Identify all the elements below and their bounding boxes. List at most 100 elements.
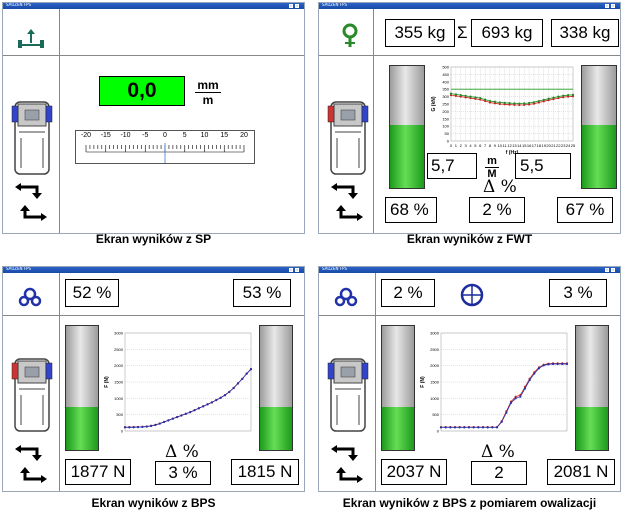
x-tick-label: 13 [512,143,517,148]
data-point [479,96,482,100]
data-point [128,426,131,429]
scale-tick-label: -20 [80,132,92,139]
data-point [477,426,480,429]
data-point [519,395,522,398]
y-tick-label: 1500 [114,380,124,385]
data-point [210,401,213,404]
window-titlebar: SAUZEN FPS [319,3,620,9]
data-point [484,98,487,101]
deviation-scale: -20 -15 -10 -5 0 5 10 15 20 [75,130,255,164]
data-point [167,419,170,422]
close-button[interactable] [611,268,615,272]
data-point [453,426,457,429]
pct-left-box: 2 % [381,279,435,307]
data-point [472,426,475,429]
ovalization-icon[interactable] [459,282,485,308]
close-button[interactable] [295,268,299,272]
weight-total-box: 693 kg [471,19,543,47]
x-tick-label: 8 [489,143,492,148]
cycle-arrows-icon[interactable] [331,445,363,483]
x-tick-label: 12 [507,143,512,148]
bps-oval-chart: 0 500 1000 1500 2000 2500 3000 F (N) [420,331,569,434]
data-point [145,425,148,428]
y-tick-label: 2500 [114,347,124,352]
data-point [241,377,244,381]
right-level-tank [581,65,617,189]
axle-icon[interactable] [17,29,45,49]
delta-label: Δ % [165,442,199,462]
data-point [523,102,526,105]
car-topview-icon [11,358,53,432]
y-tick-label: 100 [442,124,449,129]
bps-chart: 0 500 1000 1500 2000 2500 3000 F (N) [104,331,253,434]
data-point [491,426,494,429]
data-point [565,362,569,366]
scale-tick-label: 5 [182,132,187,139]
pct-mid-box: 3 % [155,461,211,485]
minimize-button[interactable] [289,4,293,8]
y-tick-label: 0 [121,429,124,434]
y-tick-label: 350 [442,87,449,92]
bps-screen: SAUZEN FPS 52 % 53 % 0 500 1000 1500 2000 250… [2,266,305,492]
x-tick-label: 23 [561,143,566,148]
window-titlebar: SAUZEN FPS [3,3,304,9]
minimize-button[interactable] [605,4,609,8]
y-tick-label: 1000 [430,396,440,401]
y-tick-label: 3000 [430,331,440,336]
series-line [441,363,567,428]
cycle-arrows-icon[interactable] [331,183,363,221]
data-point [547,363,550,366]
y-axis-label: F (N) [420,376,426,388]
y-tick-label: 500 [432,412,439,417]
cycle-arrows-icon[interactable] [15,183,47,221]
data-point [149,424,153,428]
deviation-display: 0,0 [99,76,185,106]
y-tick-label: 2500 [430,347,440,352]
right-level-tank [259,325,293,451]
x-tick-label: 11 [503,143,508,148]
car-topview-icon [11,101,53,175]
y-tick-label: 0 [447,139,450,144]
data-point [163,420,166,424]
pct-left-box: 52 % [65,279,119,307]
ratio-left-box: 5,7 [427,153,477,179]
unit-mm-per-m: mm m [195,78,221,107]
brake-icon[interactable] [18,287,42,307]
scale-tick-label: 0 [163,132,167,139]
y-tick-label: 500 [442,65,449,70]
x-tick-label: 4 [469,143,472,148]
data-point [542,364,545,367]
delta-label: Δ % [483,177,517,197]
data-point [215,399,218,402]
pct-left-box: 68 % [385,197,437,223]
cycle-arrows-icon[interactable] [15,445,47,483]
sigma-symbol: Σ [457,23,468,42]
car-topview-icon [327,358,369,432]
scale-tick-label: -15 [100,132,111,139]
data-point [537,367,541,370]
mid-value-box: 2 [471,461,527,485]
data-point [123,426,127,429]
caption-bps-oval: Ekran wyników z BPS z pomiarem owalizacj… [342,496,597,510]
minimize-button[interactable] [289,268,293,272]
close-button[interactable] [611,4,615,8]
spring-icon[interactable] [341,23,359,49]
x-tick-label: 7 [484,143,487,148]
data-point [505,411,508,414]
y-tick-label: 300 [442,94,449,99]
data-point [474,96,477,99]
x-tick-label: 22 [556,143,561,148]
data-point [523,387,527,390]
data-point [136,426,140,429]
data-point [500,420,503,423]
car-topview-icon [327,101,369,175]
minimize-button[interactable] [605,268,609,272]
data-point [488,99,492,103]
x-tick-label: 9 [494,143,497,148]
brake-icon[interactable] [334,287,358,307]
data-point [449,92,453,95]
data-point [542,98,545,101]
close-button[interactable] [295,4,299,8]
data-point [537,99,540,103]
data-point [467,426,471,429]
